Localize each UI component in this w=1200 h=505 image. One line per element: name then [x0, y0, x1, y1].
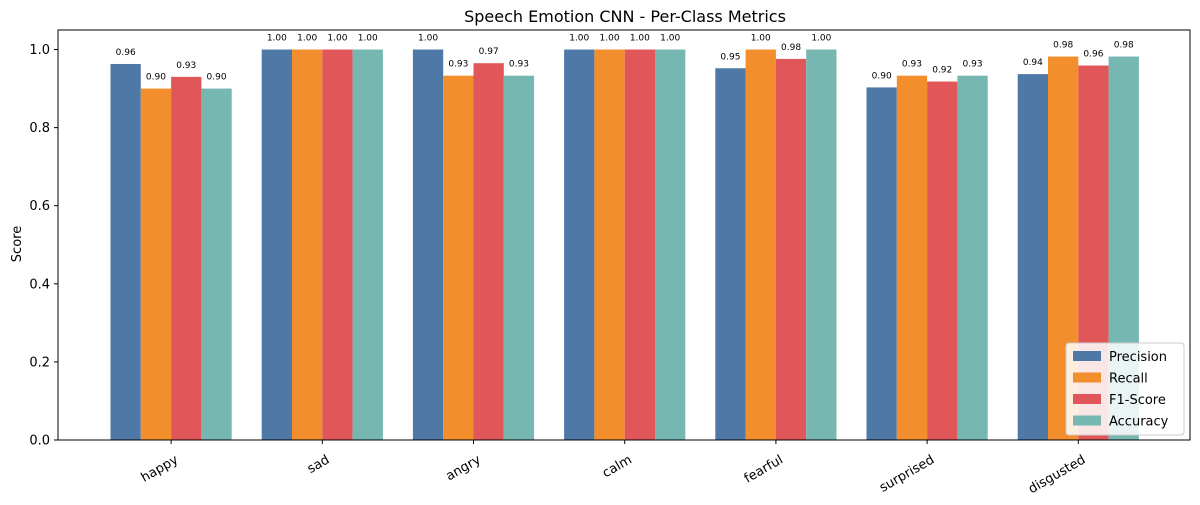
bar: [443, 75, 474, 440]
data-label: 1.00: [600, 34, 620, 44]
y-tick-label: 0.2: [29, 355, 50, 370]
legend-swatch: [1073, 394, 1101, 404]
plot-frame: [57, 29, 1191, 441]
data-label: 0.93: [902, 60, 922, 70]
bar: [261, 49, 292, 441]
legend-swatch: [1073, 351, 1101, 361]
legend-swatch: [1073, 415, 1101, 426]
data-label: 0.94: [1023, 58, 1043, 68]
bar: [866, 87, 897, 441]
y-tick-label: 1.0: [29, 43, 50, 58]
y-tick-label: 0.6: [29, 199, 50, 214]
data-label: 0.90: [146, 73, 166, 83]
bar: [655, 49, 686, 441]
data-label: 0.98: [781, 43, 801, 53]
bar: [775, 58, 807, 441]
bar: [927, 81, 958, 441]
data-label: 0.96: [116, 48, 136, 58]
data-label: 1.00: [751, 34, 771, 44]
bar: [745, 49, 776, 441]
data-label: 0.90: [872, 71, 892, 81]
data-label: 0.98: [1053, 41, 1073, 51]
data-label: 1.00: [418, 34, 438, 44]
y-tick-label: 0.8: [29, 121, 50, 136]
x-tick-label: angry: [444, 452, 484, 484]
data-label: 1.00: [297, 34, 317, 44]
data-label: 1.00: [660, 34, 680, 44]
data-label: 0.93: [176, 61, 196, 71]
bar: [624, 49, 655, 441]
y-axis: 0.0 0.2 0.4 0.6 0.8 1.0: [29, 43, 58, 449]
y-tick-label: 0.4: [29, 277, 50, 292]
data-label: 1.00: [327, 34, 347, 44]
data-label: 0.93: [509, 60, 529, 70]
bar: [110, 63, 141, 440]
data-label: 0.97: [479, 47, 499, 57]
bar: [292, 49, 323, 441]
data-label: 0.93: [448, 60, 468, 70]
bar: [503, 75, 535, 440]
bars-group: [110, 49, 1139, 441]
data-labels-group: 0.96 0.90 0.93 0.90 1.00 1.00 1.00 1.00 1.00 0.93…: [116, 34, 1134, 83]
bar: [352, 49, 383, 441]
x-tick-label: calm: [600, 452, 635, 481]
data-label: 0.92: [932, 66, 952, 76]
x-axis: happy sad angry calm fearful surprised disgust…: [139, 440, 1088, 497]
bar: [806, 49, 837, 441]
data-label: 1.00: [267, 34, 287, 44]
data-label: 1.00: [358, 34, 378, 44]
x-tick-label: surprised: [877, 452, 937, 495]
x-tick-label: fearful: [742, 452, 786, 486]
legend-entry: Accuracy: [1109, 415, 1169, 430]
bar: [715, 68, 746, 441]
data-label: 0.98: [1114, 41, 1134, 51]
x-tick-label: happy: [139, 452, 182, 485]
legend-entry: Recall: [1109, 372, 1148, 387]
chart-title: Speech Emotion CNN - Per-Class Metrics: [464, 7, 786, 26]
x-tick-label: disgusted: [1026, 452, 1088, 497]
x-tick-label: sad: [305, 452, 332, 476]
legend-swatch: [1073, 372, 1101, 383]
data-label: 1.00: [811, 34, 831, 44]
bar: [896, 75, 928, 440]
data-label: 1.00: [630, 34, 650, 44]
legend-entry: F1-Score: [1109, 393, 1166, 408]
bar: [171, 76, 202, 440]
bar: [140, 88, 172, 441]
y-tick-label: 0.0: [29, 434, 50, 449]
bar: [473, 63, 504, 440]
bar: [412, 49, 444, 441]
data-label: 0.96: [1083, 50, 1103, 60]
legend: Precision Recall F1-Score Accuracy: [1065, 342, 1185, 436]
data-label: 0.90: [207, 73, 227, 83]
bar: [1017, 74, 1048, 440]
bar: [201, 88, 232, 441]
data-label: 0.93: [963, 60, 983, 70]
legend-entry: Precision: [1109, 350, 1167, 365]
legend-box: [1065, 342, 1185, 436]
bar: [957, 75, 988, 440]
y-axis-label: Score: [10, 226, 25, 262]
data-label: 1.00: [569, 34, 589, 44]
bar: [322, 49, 353, 441]
data-label: 0.95: [720, 52, 740, 62]
bar: [594, 49, 625, 441]
bar: [564, 49, 595, 441]
